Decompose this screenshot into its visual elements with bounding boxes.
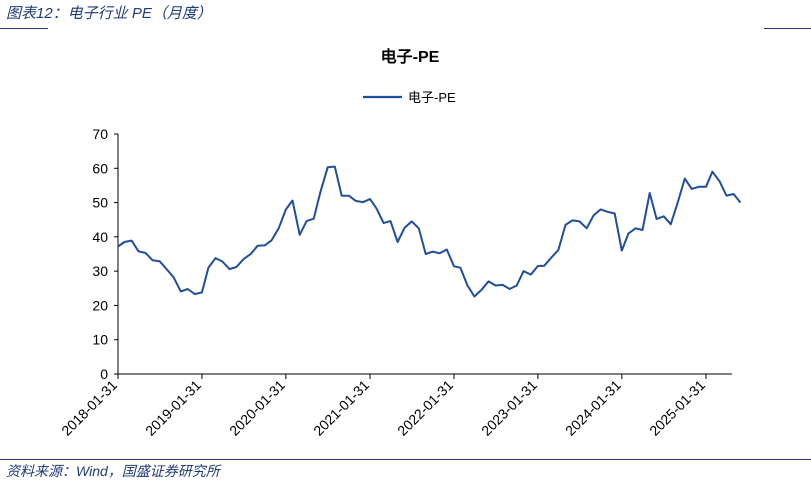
source-note: 资料来源：Wind，国盛证券研究所 [6, 463, 220, 479]
y-tick-label: 60 [92, 160, 108, 176]
y-tick-label: 30 [92, 263, 108, 279]
x-tick-label: 2022-01-31 [394, 377, 456, 439]
y-tick-label: 0 [100, 366, 108, 382]
chart-axes [117, 134, 732, 375]
x-tick-label: 2018-01-31 [58, 377, 120, 439]
figure-caption: 图表12：电子行业 PE（月度） [6, 5, 212, 22]
chart-series [117, 165, 742, 298]
x-tick-label: 2025-01-31 [646, 377, 708, 439]
x-axis-ticks: 2018-01-31 2019-01-31 2020-01-31 2021-01-31… [58, 374, 708, 439]
series-line [117, 165, 742, 298]
header-rule-left [0, 28, 48, 29]
y-tick-label: 70 [92, 126, 108, 142]
y-tick-label: 50 [92, 195, 108, 211]
y-tick-label: 10 [92, 332, 108, 348]
legend-label: 电子-PE [408, 90, 456, 105]
footer-rule [0, 459, 811, 460]
chart-legend: 电子-PE [363, 90, 456, 105]
x-tick-label: 2020-01-31 [226, 377, 288, 439]
chart-title: 电子-PE [381, 47, 440, 66]
x-tick-label: 2023-01-31 [478, 377, 540, 439]
x-tick-label: 2024-01-31 [562, 377, 624, 439]
header-rule-right [764, 28, 811, 29]
x-tick-label: 2021-01-31 [310, 377, 372, 439]
x-tick-label: 2019-01-31 [142, 377, 204, 439]
y-tick-label: 40 [92, 229, 108, 245]
y-axis-ticks: 0 10 20 30 40 50 60 70 [92, 126, 118, 382]
y-tick-label: 20 [92, 297, 108, 313]
